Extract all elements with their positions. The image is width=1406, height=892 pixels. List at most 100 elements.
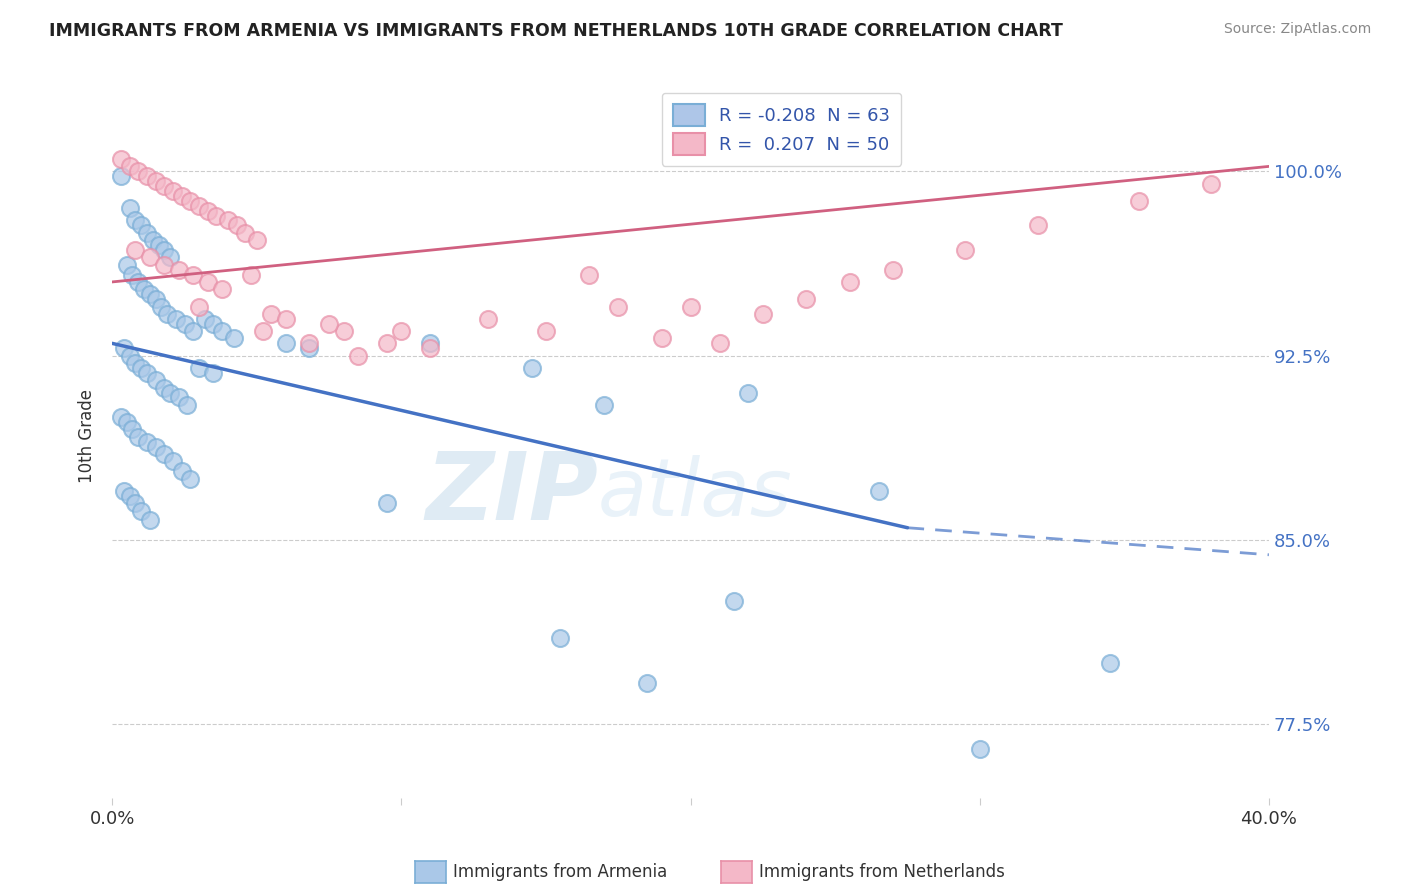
- Point: [124, 356, 146, 370]
- Point: [153, 381, 176, 395]
- Point: [153, 258, 176, 272]
- Point: [112, 483, 135, 498]
- Point: [121, 268, 143, 282]
- Point: [332, 324, 354, 338]
- Point: [838, 275, 860, 289]
- Point: [222, 331, 245, 345]
- Point: [1026, 219, 1049, 233]
- Y-axis label: 10th Grade: 10th Grade: [79, 389, 96, 483]
- Point: [1199, 177, 1222, 191]
- Point: [115, 258, 138, 272]
- Point: [176, 398, 198, 412]
- Point: [955, 243, 977, 257]
- Point: [167, 391, 190, 405]
- Point: [110, 152, 132, 166]
- Point: [188, 199, 211, 213]
- Point: [723, 594, 745, 608]
- Point: [188, 361, 211, 376]
- Point: [1128, 194, 1150, 208]
- Point: [298, 336, 321, 351]
- Point: [197, 275, 219, 289]
- Point: [274, 311, 297, 326]
- Point: [118, 201, 141, 215]
- Point: [153, 243, 176, 257]
- Point: [159, 250, 181, 264]
- Point: [1098, 656, 1121, 670]
- Point: [318, 317, 340, 331]
- Point: [752, 307, 775, 321]
- Point: [136, 434, 159, 449]
- Text: ZIP: ZIP: [425, 448, 598, 540]
- Point: [225, 219, 247, 233]
- Point: [110, 410, 132, 425]
- Point: [181, 268, 204, 282]
- Point: [217, 213, 239, 227]
- Point: [115, 415, 138, 429]
- Point: [145, 292, 167, 306]
- Point: [240, 268, 263, 282]
- Point: [139, 287, 162, 301]
- Point: [298, 341, 321, 355]
- Point: [110, 169, 132, 184]
- Point: [375, 496, 398, 510]
- Point: [127, 275, 149, 289]
- Point: [260, 307, 283, 321]
- Point: [419, 341, 441, 355]
- Point: [534, 324, 557, 338]
- Point: [211, 324, 233, 338]
- Point: [205, 209, 228, 223]
- Point: [136, 226, 159, 240]
- Point: [636, 675, 658, 690]
- Point: [391, 324, 413, 338]
- Point: [202, 317, 225, 331]
- Point: [145, 174, 167, 188]
- Point: [252, 324, 274, 338]
- Point: [737, 385, 759, 400]
- Point: [150, 300, 173, 314]
- Point: [550, 632, 572, 646]
- Point: [129, 503, 152, 517]
- Point: [170, 464, 193, 478]
- Point: [202, 366, 225, 380]
- Point: [274, 336, 297, 351]
- Point: [121, 422, 143, 436]
- Point: [139, 513, 162, 527]
- Point: [145, 440, 167, 454]
- Point: [882, 262, 904, 277]
- Point: [188, 300, 211, 314]
- Point: [162, 454, 184, 468]
- Point: [167, 262, 190, 277]
- Point: [159, 385, 181, 400]
- Text: Source: ZipAtlas.com: Source: ZipAtlas.com: [1223, 22, 1371, 37]
- Point: [139, 250, 162, 264]
- Point: [136, 366, 159, 380]
- Text: atlas: atlas: [598, 455, 793, 533]
- Point: [607, 300, 630, 314]
- Point: [179, 472, 201, 486]
- Point: [118, 160, 141, 174]
- Point: [181, 324, 204, 338]
- Point: [124, 496, 146, 510]
- Point: [419, 336, 441, 351]
- Point: [170, 189, 193, 203]
- Point: [477, 311, 499, 326]
- Point: [153, 179, 176, 194]
- Point: [194, 311, 217, 326]
- Point: [679, 300, 702, 314]
- Text: Immigrants from Netherlands: Immigrants from Netherlands: [759, 863, 1005, 881]
- Point: [592, 398, 614, 412]
- Point: [165, 311, 187, 326]
- Point: [129, 219, 152, 233]
- Point: [136, 169, 159, 184]
- Point: [127, 430, 149, 444]
- Point: [112, 341, 135, 355]
- Point: [118, 349, 141, 363]
- Point: [794, 292, 817, 306]
- Point: [969, 742, 991, 756]
- Point: [375, 336, 398, 351]
- Point: [127, 164, 149, 178]
- Point: [868, 483, 890, 498]
- Text: IMMIGRANTS FROM ARMENIA VS IMMIGRANTS FROM NETHERLANDS 10TH GRADE CORRELATION CH: IMMIGRANTS FROM ARMENIA VS IMMIGRANTS FR…: [49, 22, 1063, 40]
- Point: [132, 282, 155, 296]
- Point: [233, 226, 256, 240]
